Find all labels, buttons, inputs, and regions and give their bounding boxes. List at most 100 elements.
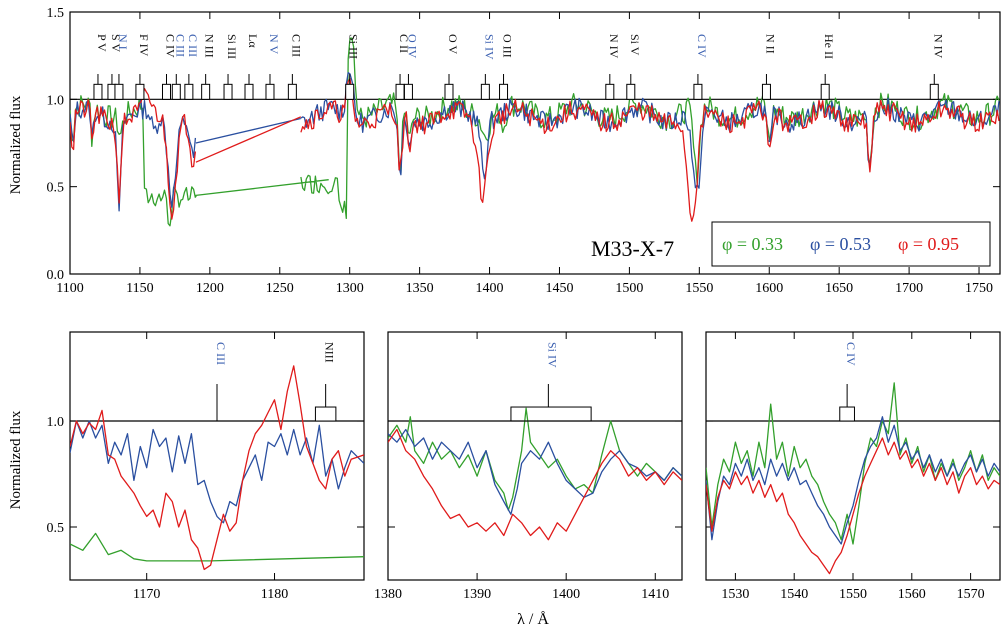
series-group [70, 37, 1000, 227]
line-id-label: C II [397, 34, 411, 53]
line-id-label: Si IV [482, 34, 496, 60]
series-line-phase_033 [70, 532, 364, 562]
line-id-box [161, 83, 171, 100]
line-id-label: NIII [323, 342, 337, 363]
x-tick-label: 1550 [685, 281, 713, 296]
legend-entry: φ = 0.95 [898, 234, 959, 254]
x-axis-label: λ / Å [517, 610, 549, 628]
line-id-box [314, 406, 337, 422]
x-tick-label: 1350 [406, 281, 434, 296]
x-tick-label: 1170 [133, 587, 160, 602]
line-id-label: Si III [225, 34, 239, 59]
line-id-label: O IV [405, 34, 419, 59]
line-id-label: He II [822, 34, 836, 59]
y-tick-label: 0.5 [47, 181, 65, 196]
x-tick-label: 1500 [615, 281, 643, 296]
x-tick-label: 1450 [545, 281, 573, 296]
line-id-label: C IV [163, 34, 177, 58]
series-line-phase_095 [706, 437, 1000, 575]
line-id-box [839, 406, 855, 422]
line-id-box [761, 83, 771, 100]
line-id-label: C III [289, 34, 303, 57]
panels: 1100 1150 1200 1250 1300 1350 1400 1450 1500 1550… [47, 6, 1001, 602]
line-id-box [395, 83, 405, 100]
line-id-box [929, 83, 939, 100]
y-tick-label: 0.0 [47, 268, 65, 283]
plot-frame [69, 331, 365, 581]
x-tick-label: 1750 [965, 281, 993, 296]
chart-panel-zoom-siiv: 1380 1390 1400 1410 Si IV [374, 331, 683, 602]
line-id-label: P V [95, 34, 109, 52]
line-id-box [510, 406, 592, 422]
series-line-phase_053 [388, 428, 682, 515]
series-line-phase_053 [706, 416, 1000, 545]
x-tick-label: 1150 [126, 281, 153, 296]
plot-frame [387, 331, 683, 581]
line-id-box [820, 83, 830, 100]
line-id-label: N III [203, 34, 217, 58]
y-tick-label: 0.5 [47, 521, 65, 536]
series-line-phase_095 [70, 78, 1000, 222]
y-tick-label: 1.5 [47, 6, 65, 21]
x-tick-label: 1180 [261, 587, 288, 602]
line-id-label: N II [763, 34, 777, 54]
line-id-label: O V [446, 34, 460, 54]
legend-box [711, 221, 991, 267]
line-id-box [201, 83, 211, 100]
line-id-box [244, 83, 254, 100]
x-tick-label: 1570 [957, 587, 985, 602]
bottom-y-axis-label: Normalized flux [8, 410, 24, 509]
x-tick-label: 1530 [721, 587, 749, 602]
line-id-label: C III [214, 342, 228, 365]
line-id-box [171, 83, 181, 100]
line-id-box [184, 83, 194, 100]
x-tick-label: 1540 [780, 587, 808, 602]
line-id-label: C III [173, 34, 187, 57]
x-tick-label: 1390 [463, 587, 491, 602]
line-id-box [626, 83, 636, 100]
line-id-label: N IV [931, 34, 945, 59]
x-tick-label: 1560 [898, 587, 926, 602]
x-tick-label: 1700 [895, 281, 923, 296]
line-id-box [135, 83, 145, 100]
series-group [388, 407, 682, 541]
x-tick-label: 1300 [336, 281, 364, 296]
y-tick-label: 1.0 [47, 415, 65, 430]
line-id-label: Si IV [545, 342, 559, 368]
line-id-box [403, 83, 413, 100]
x-tick-label: 1250 [266, 281, 294, 296]
series-line-phase_053 [70, 420, 364, 524]
x-tick-label: 1550 [839, 587, 867, 602]
line-id-box [444, 83, 454, 100]
line-id-box [265, 83, 275, 100]
line-id-label: N I [116, 34, 130, 50]
line-id-label: N V [267, 34, 281, 54]
series-line-phase_095 [70, 365, 364, 571]
line-id-box [499, 83, 509, 100]
legend-entry: φ = 0.53 [810, 234, 871, 254]
chart-panel-overview: 1100 1150 1200 1250 1300 1350 1400 1450 1500 1550… [47, 6, 1001, 296]
line-id-box [693, 83, 703, 100]
line-id-label: Si V [628, 34, 642, 56]
line-id-label: C IV [695, 34, 709, 58]
x-tick-label: 1400 [476, 281, 504, 296]
line-id-label: S V [109, 34, 123, 52]
line-id-label: Si III [347, 34, 361, 59]
line-id-label: Lα [246, 34, 260, 48]
series-line-phase_033 [706, 382, 1000, 545]
x-tick-label: 1400 [552, 587, 580, 602]
x-tick-label: 1100 [56, 281, 83, 296]
chart-panel-zoom-ciii: 1170 1180 0.5 1.0 C III NIII [47, 331, 365, 602]
series-line-phase_033 [70, 37, 1000, 227]
line-id-box [605, 83, 615, 100]
line-id-label: C III [186, 34, 200, 57]
chart-panel-zoom-civ: 1530 1540 1550 1560 1570 C IV [705, 331, 1001, 602]
x-tick-label: 1650 [825, 281, 853, 296]
line-id-label: F IV [137, 34, 151, 57]
x-tick-label: 1410 [641, 587, 669, 602]
line-id-label: N IV [607, 34, 621, 59]
series-group [706, 382, 1000, 575]
plot-frame [69, 11, 1001, 275]
line-id-box [287, 83, 297, 100]
